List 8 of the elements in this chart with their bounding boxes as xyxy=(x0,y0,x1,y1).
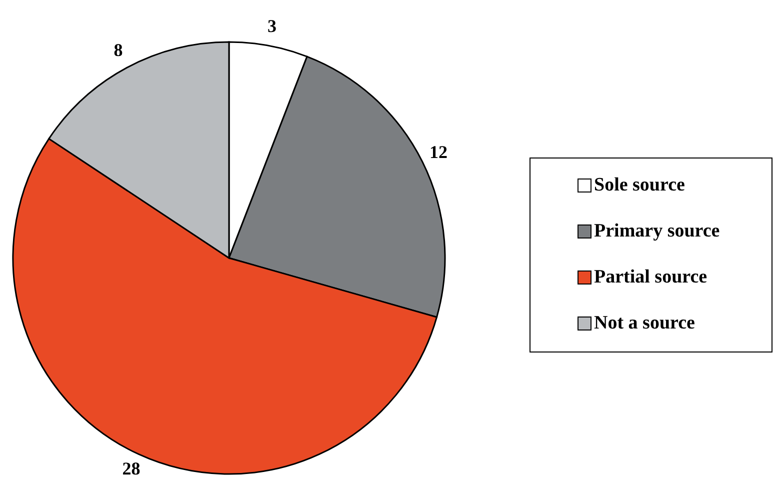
legend-label: Not a source xyxy=(594,312,695,334)
data-label: 28 xyxy=(122,458,140,479)
data-label: 12 xyxy=(429,142,448,162)
legend-label: Sole source xyxy=(594,174,685,196)
legend-label: Primary source xyxy=(594,220,720,242)
legend-label: Partial source xyxy=(594,266,708,288)
data-label: 8 xyxy=(114,40,123,60)
data-label: 3 xyxy=(267,16,276,36)
